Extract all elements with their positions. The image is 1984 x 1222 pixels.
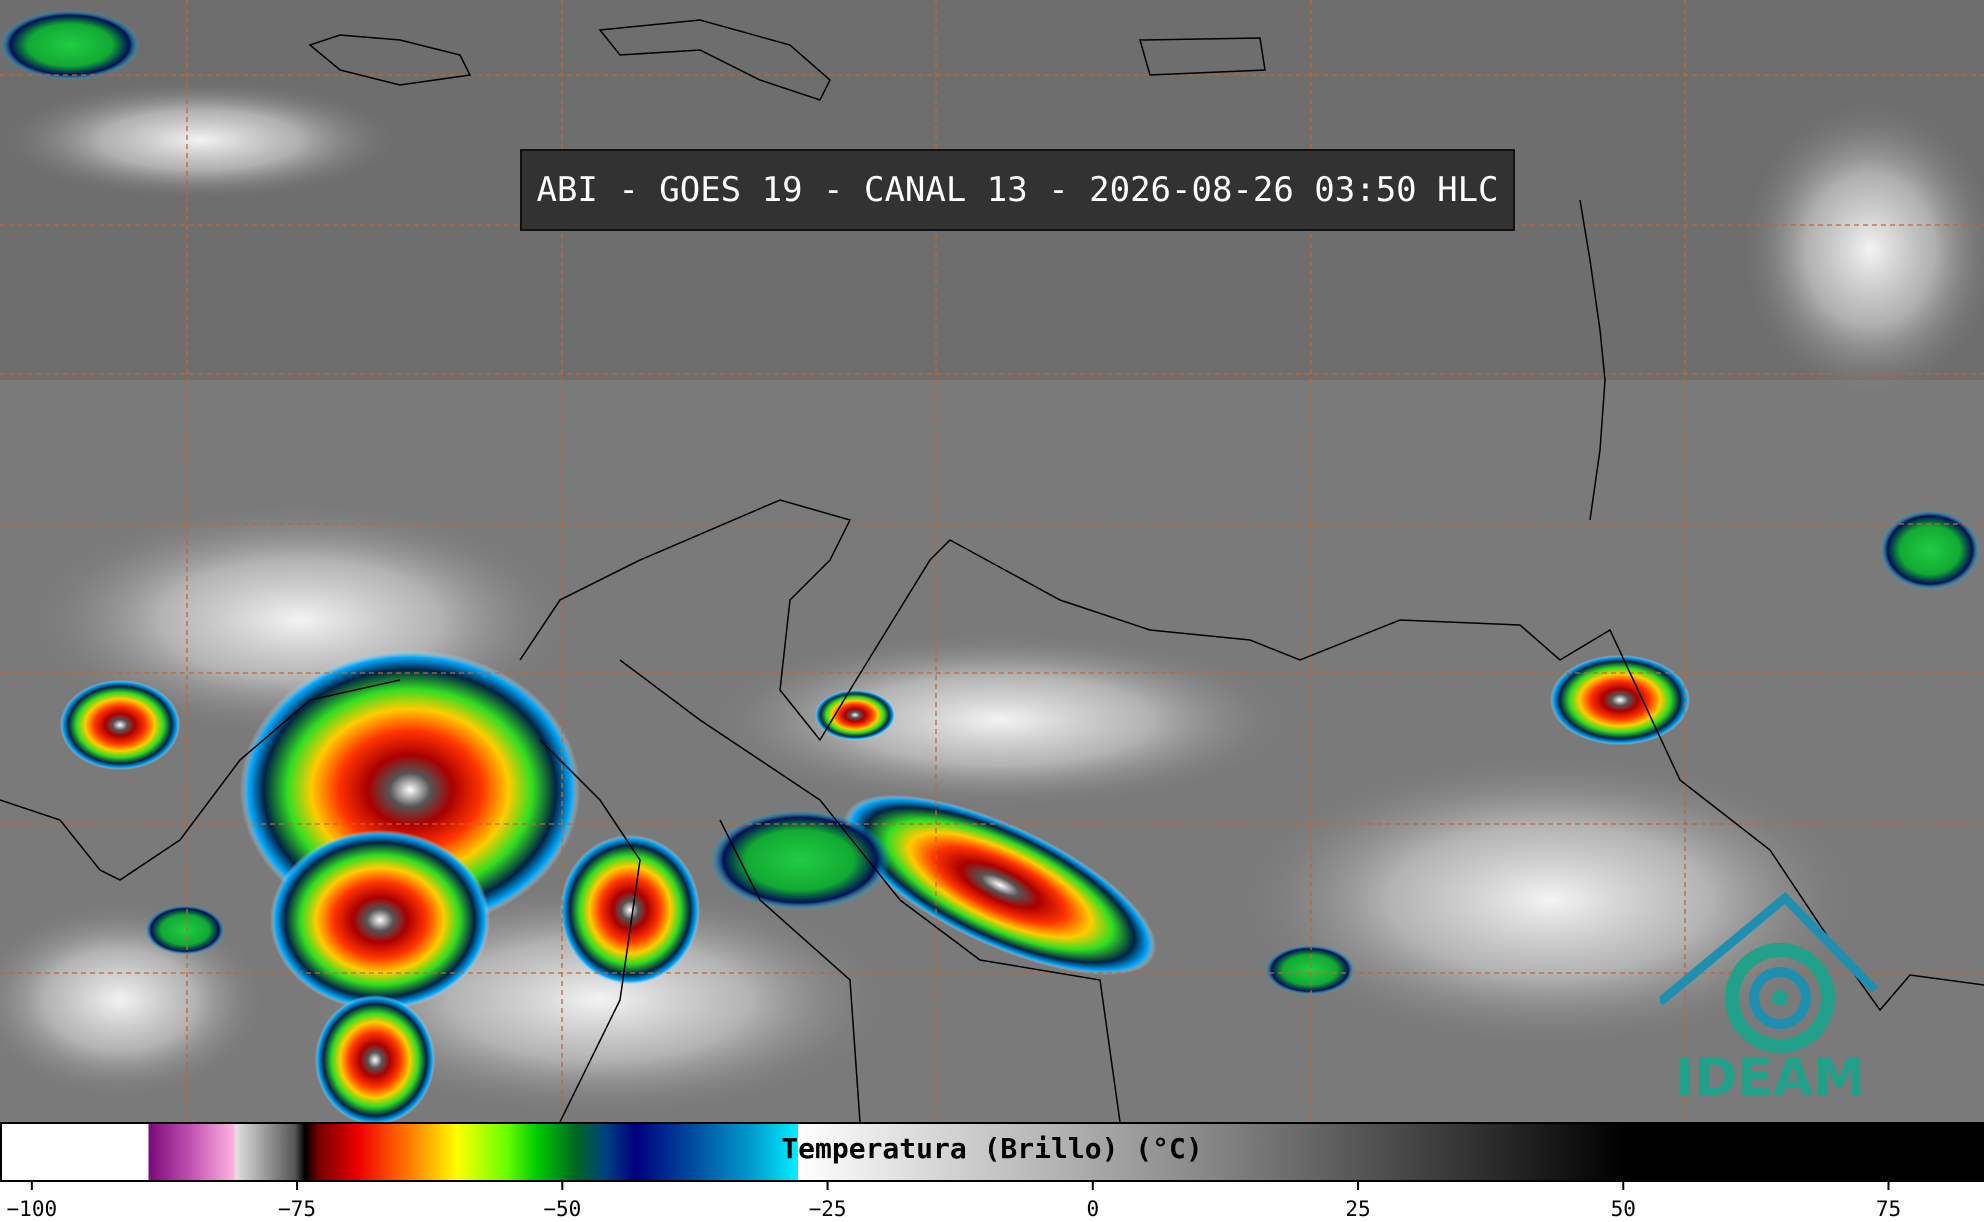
tick-label: 25 [1345, 1197, 1370, 1221]
logo-text: IDEAM [1675, 1048, 1865, 1108]
tick-label: 50 [1611, 1197, 1636, 1221]
tick-label: 75 [1876, 1197, 1901, 1221]
tick-label: −25 [809, 1197, 847, 1221]
tick-label: 0 [1086, 1197, 1099, 1221]
tick-label: −100 [7, 1197, 58, 1221]
colorbar-label: Temperatura (Brillo) (°C) [781, 1132, 1203, 1165]
image-title: ABI - GOES 19 - CANAL 13 - 2026-08-26 03… [520, 149, 1515, 231]
logo: IDEAM [1660, 891, 1879, 1108]
colorbar-axis: −100 −75 −50 −25 0 25 50 75 [7, 1180, 1901, 1221]
tick-label: −75 [278, 1197, 316, 1221]
colorbar [0, 1122, 1984, 1182]
tick-label: −50 [543, 1197, 581, 1221]
